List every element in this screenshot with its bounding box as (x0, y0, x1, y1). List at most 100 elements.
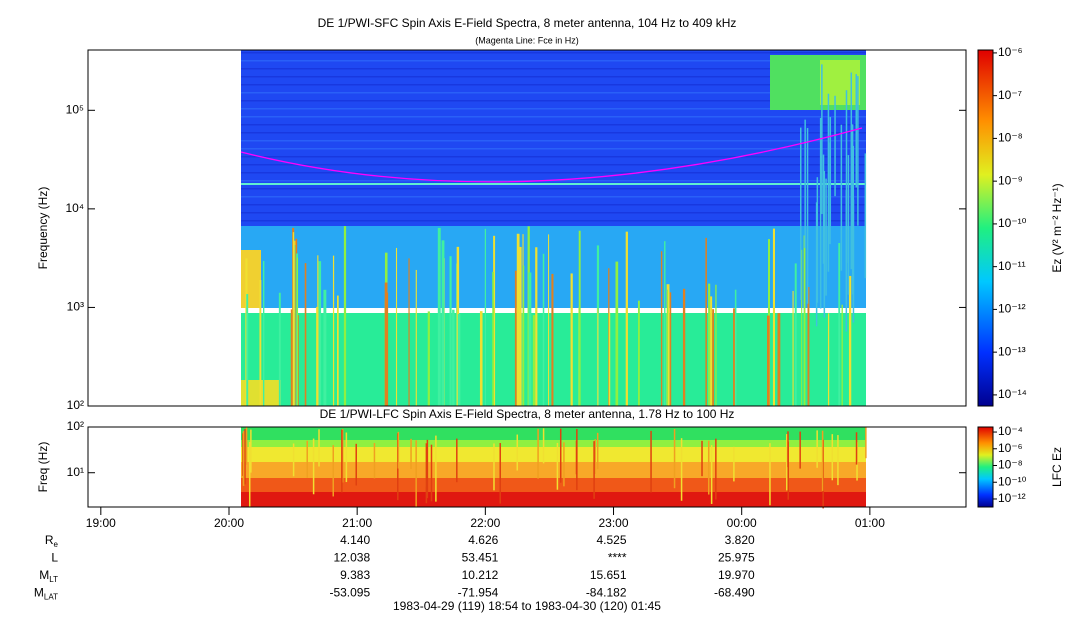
spectrogram-texture (820, 60, 860, 105)
spectrogram-texture (250, 429, 252, 473)
spectrogram-texture (415, 440, 417, 508)
spectrogram-texture (241, 478, 866, 492)
spectrogram-texture (241, 164, 866, 166)
spectrogram-texture (803, 235, 806, 406)
spectrogram-texture (650, 430, 652, 493)
colorbar-tick-label: 10⁻⁴ (998, 424, 1023, 438)
spectrogram-texture (241, 204, 866, 206)
spectrogram-texture (241, 492, 866, 507)
fce-line (240, 127, 863, 183)
spectrogram-texture (426, 439, 429, 499)
spectrogram-texture (410, 438, 412, 469)
spectrogram-texture (241, 124, 866, 126)
spectrogram-texture (855, 74, 858, 188)
spectrogram-texture (822, 154, 825, 264)
spectrogram-texture (241, 148, 866, 150)
footer: 1983-04-29 (119) 18:54 to 1983-04-30 (12… (393, 599, 661, 613)
spectrogram-texture (772, 228, 775, 406)
spectrogram-texture (241, 172, 866, 174)
y-tick-label: 10² (67, 398, 84, 412)
y-tick-label: 10² (67, 419, 84, 433)
spectrogram-texture (767, 315, 770, 406)
spectrogram-texture (408, 258, 410, 406)
spectrogram-texture (241, 108, 866, 110)
colorbar-tick-label: 10⁻¹³ (998, 344, 1026, 358)
spectrogram-texture (537, 428, 539, 479)
spectrogram-texture (415, 269, 417, 406)
spectrogram-texture (804, 119, 806, 249)
spectrogram-texture (332, 255, 335, 406)
ephemeris-label-main: R (45, 533, 54, 547)
spectrogram-texture (241, 116, 866, 118)
spectrogram-texture (815, 202, 818, 327)
spectrogram-texture (499, 443, 501, 504)
colorbar-tick-label: 10⁻¹¹ (998, 259, 1026, 273)
spectrogram-texture (522, 265, 525, 406)
chart-subtitle: (Magenta Line: Fce in Hz) (475, 35, 579, 45)
colorbar-tick-label: 10⁻¹² (998, 302, 1026, 316)
spectrogram-texture (457, 313, 461, 406)
spectrogram-texture (241, 427, 866, 440)
spectrogram-texture (244, 428, 246, 485)
spectrogram-texture (734, 289, 737, 406)
colorbar-tick-label: 10⁻¹⁰ (998, 216, 1027, 230)
ephemeris-value: 4.626 (468, 533, 498, 547)
spectrogram-texture (514, 270, 517, 406)
spectrogram-texture (373, 442, 376, 479)
x-tick-label: 23:00 (599, 516, 629, 530)
colorbar-tick-label: 10⁻⁷ (998, 88, 1022, 102)
ephemeris-label-main: M (39, 568, 49, 582)
spectrogram-texture (241, 183, 866, 185)
colorbar-tick-label: 10⁻⁸ (998, 458, 1023, 472)
ephemeris-label-main: L (51, 551, 58, 565)
spectrogram-texture (241, 188, 866, 190)
spectrogram-texture (794, 263, 797, 406)
spectrogram-texture (733, 446, 735, 482)
spectrogram-texture (666, 289, 669, 406)
spectrogram-texture (821, 430, 824, 491)
colorbar-tick-label: 10⁻¹² (998, 491, 1026, 505)
spectrogram-texture (845, 190, 848, 332)
ephemeris-label-sub: LT (49, 575, 58, 584)
spectrogram-texture (425, 443, 428, 504)
spectrogram-texture (707, 440, 710, 495)
spectrogram-texture (682, 288, 686, 406)
spectrogram-texture (800, 127, 802, 301)
spectrogram-texture (799, 431, 801, 469)
spectrogram-texture (292, 443, 295, 477)
ephemeris-value: **** (608, 551, 627, 565)
spectrogram-texture (528, 272, 532, 406)
colorbar-label: LFC Ez (1050, 447, 1064, 487)
spectrogram-texture (479, 311, 483, 406)
spectrogram-texture (430, 444, 433, 502)
colorbar-label: Ez (V² m⁻² Hz⁻¹) (1050, 183, 1064, 272)
spectrogram-texture (241, 212, 866, 214)
spectrogram-texture (825, 178, 827, 296)
spectrogram-texture (597, 308, 599, 406)
ephemeris-value: -53.095 (329, 586, 370, 600)
spectrogram-texture (593, 441, 595, 499)
colorbar-tick-label: 10⁻¹⁰ (998, 474, 1027, 488)
ephemeris-value: 19.970 (718, 568, 755, 582)
colorbar-tick-label: 10⁻⁹ (998, 173, 1023, 187)
spectrogram-texture (435, 435, 437, 502)
ephemeris-value: -68.490 (714, 586, 755, 600)
spectrogram-texture (397, 431, 400, 469)
spectrogram-texture (493, 443, 495, 491)
spectrogram-texture (845, 90, 848, 264)
spectrogram-texture (241, 92, 866, 94)
spectrogram-texture (345, 432, 348, 483)
spectrogram-texture (332, 445, 335, 497)
spectrogram-texture (241, 462, 866, 478)
x-tick-label: 19:00 (86, 516, 116, 530)
spectrogram-texture (532, 315, 536, 406)
spectrogram-texture (262, 261, 265, 406)
ephemeris-label: MLT (39, 568, 58, 584)
colorbar-tick-label: 10⁻⁶ (998, 45, 1023, 59)
spectrogram-texture (292, 232, 295, 406)
spectrogram-texture (427, 311, 430, 406)
spectrogram-texture (680, 438, 683, 501)
spectrogram-texture (259, 280, 262, 406)
spectrogram-texture (705, 237, 707, 406)
ephemeris-label: L (51, 551, 58, 565)
